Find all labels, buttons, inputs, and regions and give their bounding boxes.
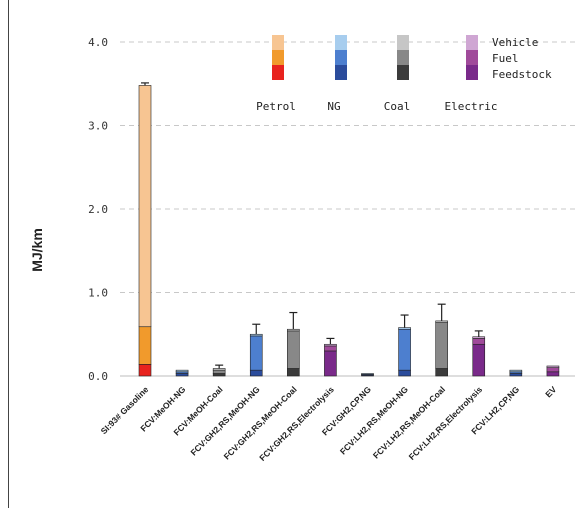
error-bar-layer bbox=[141, 82, 483, 369]
bar-segment-vehicle bbox=[361, 373, 374, 375]
bar-segment-vehicle bbox=[324, 343, 337, 347]
bar-segment-fuel bbox=[249, 335, 263, 371]
y-tick-label: 3.0 bbox=[88, 120, 108, 133]
bar-segment-feedstock bbox=[435, 368, 448, 377]
bar-segment-fuel bbox=[138, 326, 152, 365]
bar-segment-fuel bbox=[398, 328, 411, 371]
bar-segment-feedstock bbox=[287, 368, 300, 377]
legend-swatch bbox=[397, 50, 409, 65]
legend-swatch bbox=[335, 35, 347, 50]
y-tick-label: 0.0 bbox=[88, 370, 108, 383]
bar-segment-fuel bbox=[212, 369, 226, 374]
x-tick-label: FCV:LH2,RS,MeOH-NG bbox=[338, 384, 410, 456]
y-tick-label: 2.0 bbox=[88, 203, 108, 216]
bar-segment-feedstock bbox=[212, 373, 226, 377]
bar-segment-vehicle bbox=[509, 369, 523, 373]
legend-stage-label: Fuel bbox=[492, 52, 519, 65]
bar-segment-feedstock bbox=[509, 373, 523, 377]
x-tick-labels: SI:93# GasolineFCV:MeOH-NGFCV:MeOH-CoalF… bbox=[99, 384, 559, 463]
bar-segment-feedstock bbox=[472, 343, 486, 377]
x-tick-label: FCV:LH2,RS,Electrolysis bbox=[407, 384, 485, 462]
bar-segment-fuel bbox=[324, 345, 337, 352]
x-tick-label: FCV:GH2,RS,MeOH-NG bbox=[188, 384, 261, 457]
bar-segment-vehicle bbox=[212, 368, 226, 371]
legend-swatch bbox=[466, 50, 478, 65]
bar-segment-feedstock bbox=[138, 364, 152, 377]
legend-swatch bbox=[335, 50, 347, 65]
legend-swatch bbox=[335, 65, 347, 80]
bar-segment-vehicle bbox=[249, 333, 263, 337]
bar-segment-feedstock bbox=[249, 369, 263, 377]
bar-segment-vehicle bbox=[435, 320, 448, 323]
legend-swatch bbox=[397, 35, 409, 50]
legend: Petrol NG Coal Electric Vehicle Fuel Feedstock bbox=[256, 35, 552, 113]
legend-swatch bbox=[466, 35, 478, 50]
y-tick-labels: 0.0 1.0 2.0 3.0 4.0 bbox=[88, 36, 108, 383]
bar-layer bbox=[138, 85, 560, 377]
bar-segment-fuel bbox=[546, 367, 560, 373]
bar-segment-vehicle bbox=[138, 85, 152, 328]
chart-frame bbox=[8, 0, 587, 508]
bar-segment-feedstock bbox=[175, 373, 189, 377]
legend-pathway-label: Petrol bbox=[256, 100, 296, 113]
legend-swatch bbox=[272, 65, 284, 80]
bar-segment-vehicle bbox=[398, 327, 411, 330]
legend-pathway-label: NG bbox=[327, 100, 340, 113]
legend-swatch bbox=[272, 50, 284, 65]
x-tick-label: FCV:LH2,RS,MeOH-Coal bbox=[371, 384, 447, 460]
legend-pathway-label: Electric bbox=[445, 100, 498, 113]
bar-segment-fuel bbox=[472, 338, 486, 345]
bar-segment-vehicle bbox=[287, 328, 300, 332]
legend-pathway-label: Coal bbox=[384, 100, 411, 113]
bar-segment-vehicle bbox=[175, 369, 189, 373]
bar-segment-vehicle bbox=[546, 365, 560, 368]
bar-segment-fuel bbox=[435, 322, 448, 369]
legend-swatch bbox=[272, 35, 284, 50]
y-axis-label: MJ/km bbox=[29, 228, 45, 272]
y-tick-label: 1.0 bbox=[88, 287, 108, 300]
bar-segment-feedstock bbox=[324, 350, 337, 377]
bar-segment-fuel bbox=[287, 330, 300, 369]
x-tick-label: FCV:GH2,RS,Electrolysis bbox=[257, 384, 336, 463]
bar-segment-feedstock bbox=[546, 371, 560, 377]
legend-stage-label: Feedstock bbox=[492, 68, 552, 81]
bar-segment-vehicle bbox=[472, 336, 486, 339]
x-tick-label: EV bbox=[543, 384, 558, 399]
y-tick-label: 4.0 bbox=[88, 36, 108, 49]
legend-swatch bbox=[397, 65, 409, 80]
bar-segment-feedstock bbox=[398, 369, 411, 377]
grid-layer bbox=[120, 41, 575, 377]
legend-swatch bbox=[466, 65, 478, 80]
x-tick-label: FCV:GH2,RS,MeOH-Coal bbox=[222, 384, 299, 461]
legend-stage-label: Vehicle bbox=[492, 36, 538, 49]
